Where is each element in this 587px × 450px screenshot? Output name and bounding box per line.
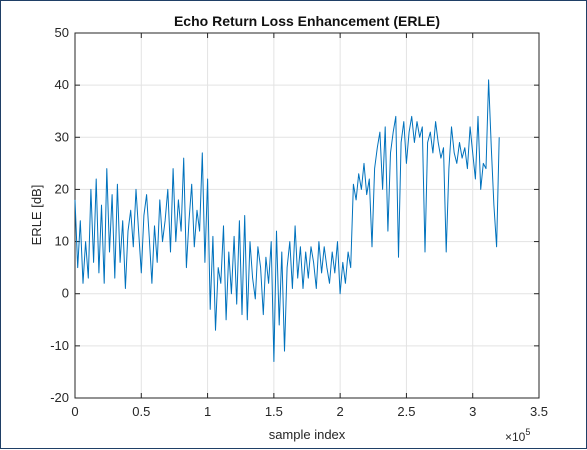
- y-tick-label: 0: [62, 286, 69, 301]
- y-tick-label: 30: [55, 129, 69, 144]
- x-tick-label: 2: [337, 404, 344, 419]
- x-axis-label: sample index: [269, 427, 346, 442]
- x-tick-label: 0.5: [132, 404, 150, 419]
- y-tick-label: 40: [55, 77, 69, 92]
- y-tick-label: -10: [50, 338, 69, 353]
- x-tick-label: 2.5: [397, 404, 415, 419]
- x-tick-label: 1.5: [265, 404, 283, 419]
- x-axis-multiplier: ×105: [505, 427, 530, 444]
- plot-area: [75, 33, 539, 398]
- y-tick-label: -20: [50, 390, 69, 405]
- y-tick-label: 50: [55, 25, 69, 40]
- y-tick-label: 20: [55, 181, 69, 196]
- x-multiplier-exponent: 5: [525, 427, 530, 437]
- x-tick-label: 1: [204, 404, 211, 419]
- chart-title: Echo Return Loss Enhancement (ERLE): [174, 13, 440, 29]
- x-tick-label: 3: [469, 404, 476, 419]
- x-multiplier-base: ×10: [505, 430, 526, 444]
- x-tick-label: 0: [71, 404, 78, 419]
- y-axis-label: ERLE [dB]: [29, 185, 44, 246]
- x-tick-label: 3.5: [530, 404, 548, 419]
- y-tick-label: 10: [55, 234, 69, 249]
